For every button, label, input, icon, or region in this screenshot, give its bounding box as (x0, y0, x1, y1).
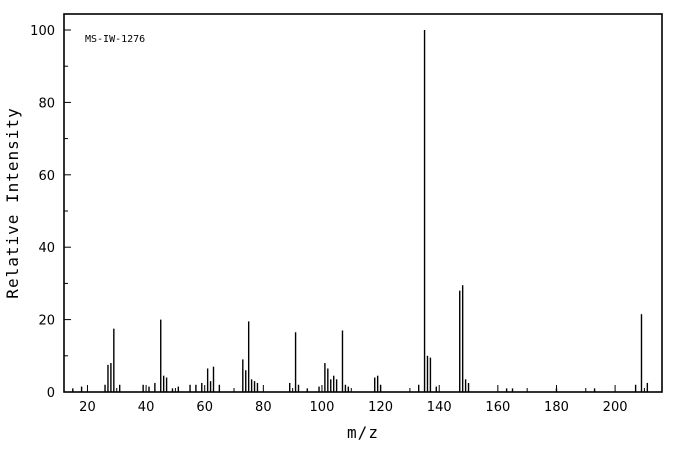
x-tick-label: 140 (427, 400, 452, 415)
x-axis-label: m/z (347, 423, 379, 442)
y-tick-label: 0 (47, 386, 55, 401)
x-tick-label: 60 (196, 400, 213, 415)
x-tick-label: 200 (603, 400, 628, 415)
x-tick-label: 80 (255, 400, 272, 415)
y-axis-ticks: 0 20 40 60 80 100 (30, 24, 71, 401)
x-tick-label: 180 (544, 400, 569, 415)
x-tick-label: 100 (310, 400, 335, 415)
x-tick-label: 120 (368, 400, 393, 415)
y-tick-label: 20 (38, 314, 55, 329)
y-axis-label: Relative Intensity (3, 107, 22, 298)
y-tick-label: 100 (30, 24, 55, 39)
peaks-group (72, 30, 649, 392)
y-tick-label: 40 (38, 241, 55, 256)
x-tick-label: 40 (138, 400, 155, 415)
y-tick-label: 80 (38, 96, 55, 111)
x-tick-label: 20 (79, 400, 96, 415)
plot-frame (63, 13, 663, 393)
y-tick-label: 60 (38, 169, 55, 184)
x-tick-label: 160 (485, 400, 510, 415)
x-axis-ticks: 20 40 60 80 100 120 140 160 180 200 (79, 385, 645, 415)
spectrum-id-annotation: MS-IW-1276 (85, 34, 145, 45)
